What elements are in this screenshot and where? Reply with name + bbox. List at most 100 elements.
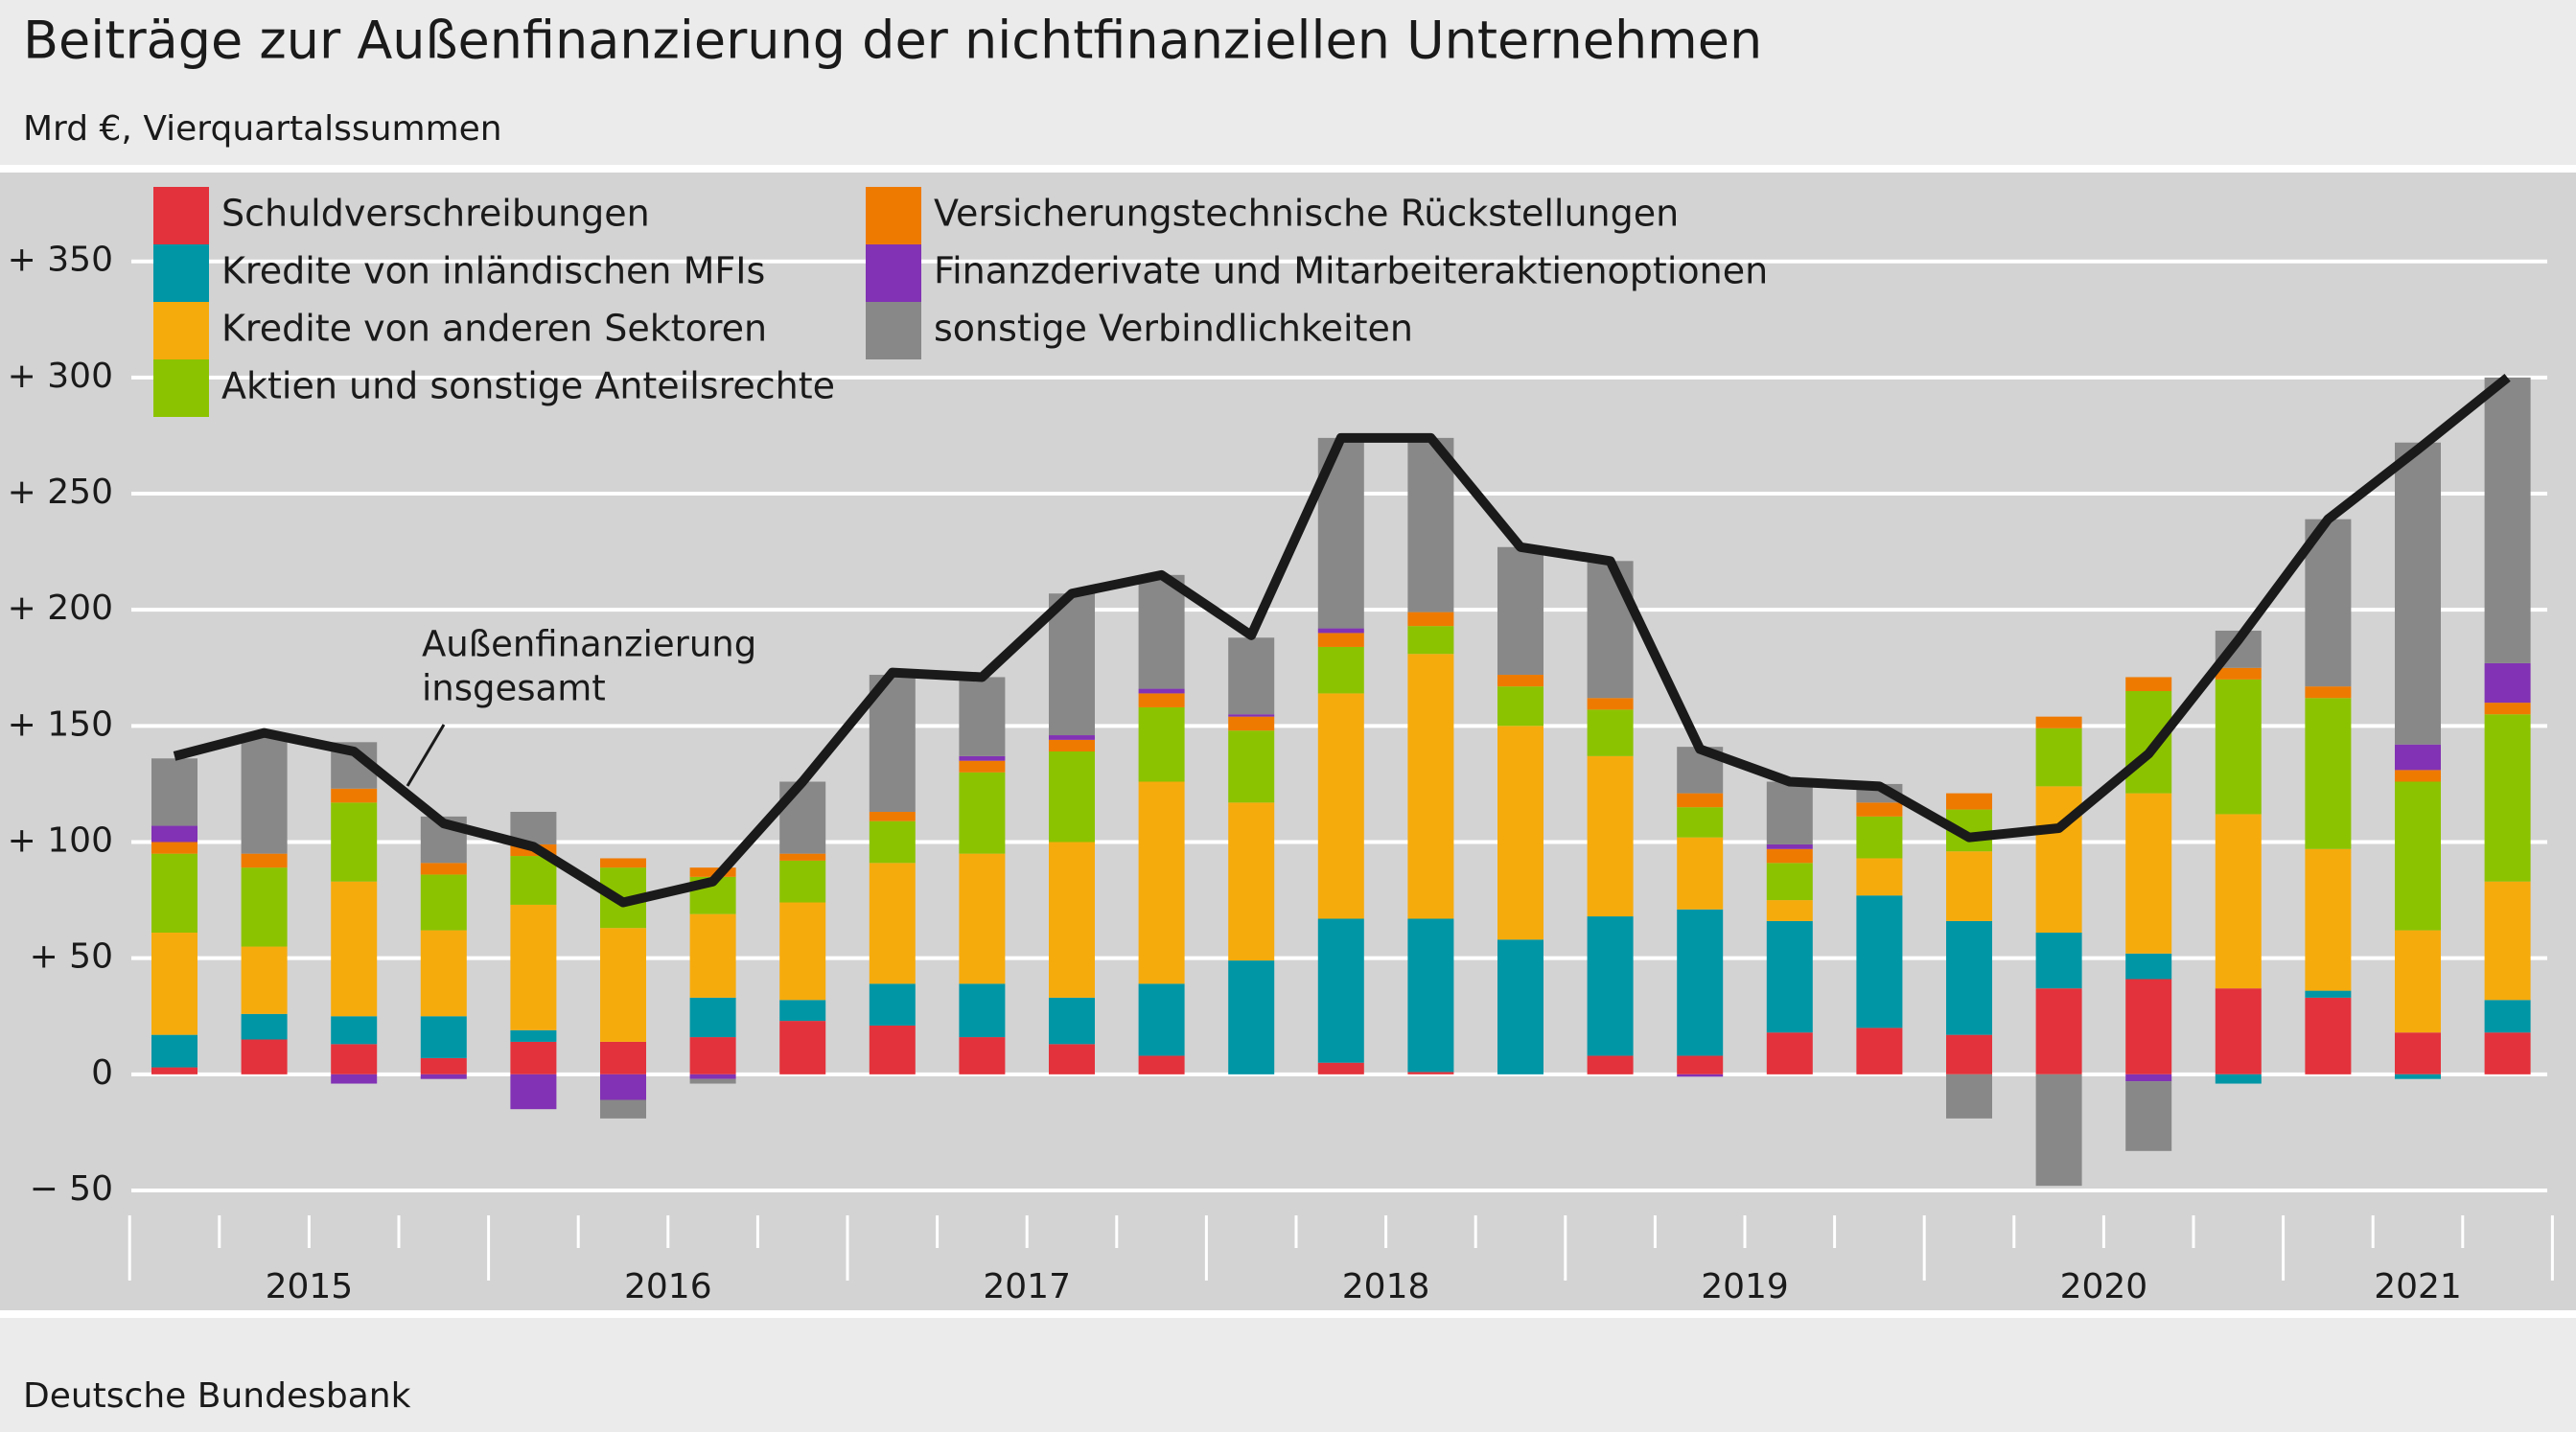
bar-segment: [1856, 858, 1903, 896]
bar-segment: [1228, 960, 1275, 1074]
bar-segment: [1407, 918, 1454, 1073]
bar-segment: [1138, 693, 1185, 707]
bar-segment: [959, 677, 1006, 756]
bar-segment: [1677, 1055, 1724, 1074]
bar-segment: [241, 867, 288, 947]
bar-segment: [1228, 802, 1275, 961]
bar-segment: [2035, 988, 2082, 1074]
bar-segment: [1317, 646, 1364, 694]
bar-segment: [779, 860, 826, 903]
legend-label: sonstige Verbindlichkeiten: [934, 308, 1413, 350]
bar-segment: [1766, 848, 1813, 864]
bar-segment: [2305, 990, 2352, 998]
bar-segment: [689, 867, 736, 877]
bar-segment: [2035, 933, 2082, 989]
bar-segment: [1049, 842, 1095, 998]
bar-segment: [1497, 939, 1543, 1074]
bar-segment: [779, 1021, 826, 1074]
bar-segment: [1317, 693, 1364, 919]
y-tick-label: + 300: [8, 357, 113, 396]
bar-segment: [689, 1078, 736, 1084]
bar-segment: [600, 1099, 646, 1119]
y-tick-label: + 150: [8, 704, 113, 744]
bar-segment: [1049, 593, 1095, 736]
bar-segment: [151, 842, 197, 854]
bar-segment: [1497, 726, 1543, 940]
bar-segment: [1228, 714, 1275, 717]
bar-segment: [2035, 716, 2082, 728]
bar-segment: [331, 1016, 378, 1045]
bar-segment: [1497, 686, 1543, 727]
bar-segment: [420, 874, 467, 931]
bar-segment: [1407, 626, 1454, 655]
bar-segment: [1317, 628, 1364, 634]
bar-segment: [959, 983, 1006, 1038]
bar-segment: [1856, 895, 1903, 1028]
chart-subtitle: Mrd €, Vierquartalssummen: [23, 109, 502, 149]
bar-segment: [2125, 677, 2172, 691]
bar-segment: [2215, 814, 2262, 989]
bar-segment: [151, 933, 197, 1035]
bar-segment: [1049, 1044, 1095, 1074]
annotation-leader: [406, 724, 446, 787]
y-tick-label: + 350: [8, 241, 113, 280]
y-tick-label: + 200: [8, 589, 113, 628]
bar-segment: [2035, 786, 2082, 934]
bar-segment: [151, 1067, 197, 1074]
bar-segment: [1587, 916, 1634, 1056]
legend-swatch: [153, 359, 209, 417]
x-group-label: 2016: [624, 1267, 712, 1306]
y-tick-label: − 50: [30, 1169, 113, 1209]
bar-segment: [2125, 793, 2172, 954]
bar-segment: [510, 1041, 557, 1074]
bar-segment: [1317, 633, 1364, 647]
bar-segment: [1677, 793, 1724, 808]
bar-segment: [779, 902, 826, 1001]
bar-segment: [2395, 1032, 2441, 1074]
bar-segment: [779, 853, 826, 861]
bar-segment: [689, 1074, 736, 1079]
bar-segment: [420, 1074, 467, 1079]
bar-segment: [600, 1041, 646, 1074]
bar-segment: [1677, 909, 1724, 1056]
bar-segment: [331, 802, 378, 882]
bar-segment: [1587, 709, 1634, 756]
bar-segment: [1138, 1055, 1185, 1074]
bar-segment: [869, 812, 916, 821]
legend-label: Schuldverschreibungen: [221, 193, 650, 235]
bar-segment: [2125, 691, 2172, 794]
annotation: Außenfinanzierung: [422, 624, 756, 665]
bar-segment: [1138, 781, 1185, 984]
bar-segment: [959, 760, 1006, 773]
bar-segment: [1497, 546, 1543, 676]
bar-segment: [510, 904, 557, 1030]
bar-segment: [331, 1074, 378, 1084]
bar-segment: [1317, 1062, 1364, 1074]
bar-segment: [1766, 1032, 1813, 1074]
bar-segment: [2484, 377, 2531, 663]
y-tick-label: 0: [91, 1053, 113, 1093]
bar-segment: [2215, 679, 2262, 815]
bar-segment: [2125, 1081, 2172, 1151]
bar-segment: [331, 788, 378, 803]
bar-segment: [689, 1037, 736, 1074]
bar-segment: [241, 735, 288, 854]
bar-segment: [1407, 437, 1454, 612]
bar-segment: [779, 1000, 826, 1022]
x-group-label: 2018: [1342, 1267, 1430, 1306]
legend-swatch: [866, 302, 921, 359]
annotation: insgesamt: [422, 668, 606, 709]
bar-segment: [241, 1013, 288, 1040]
bar-segment: [1677, 807, 1724, 838]
y-tick-label: + 250: [8, 473, 113, 512]
bar-segment: [151, 758, 197, 826]
bar-segment: [2484, 1000, 2531, 1033]
bar-segment: [600, 1074, 646, 1100]
bar-segment: [869, 863, 916, 984]
bar-segment: [1946, 920, 1992, 1035]
bar-segment: [869, 820, 916, 864]
bar-segment: [151, 853, 197, 934]
bar-segment: [959, 755, 1006, 761]
bar-segment: [1587, 698, 1634, 710]
